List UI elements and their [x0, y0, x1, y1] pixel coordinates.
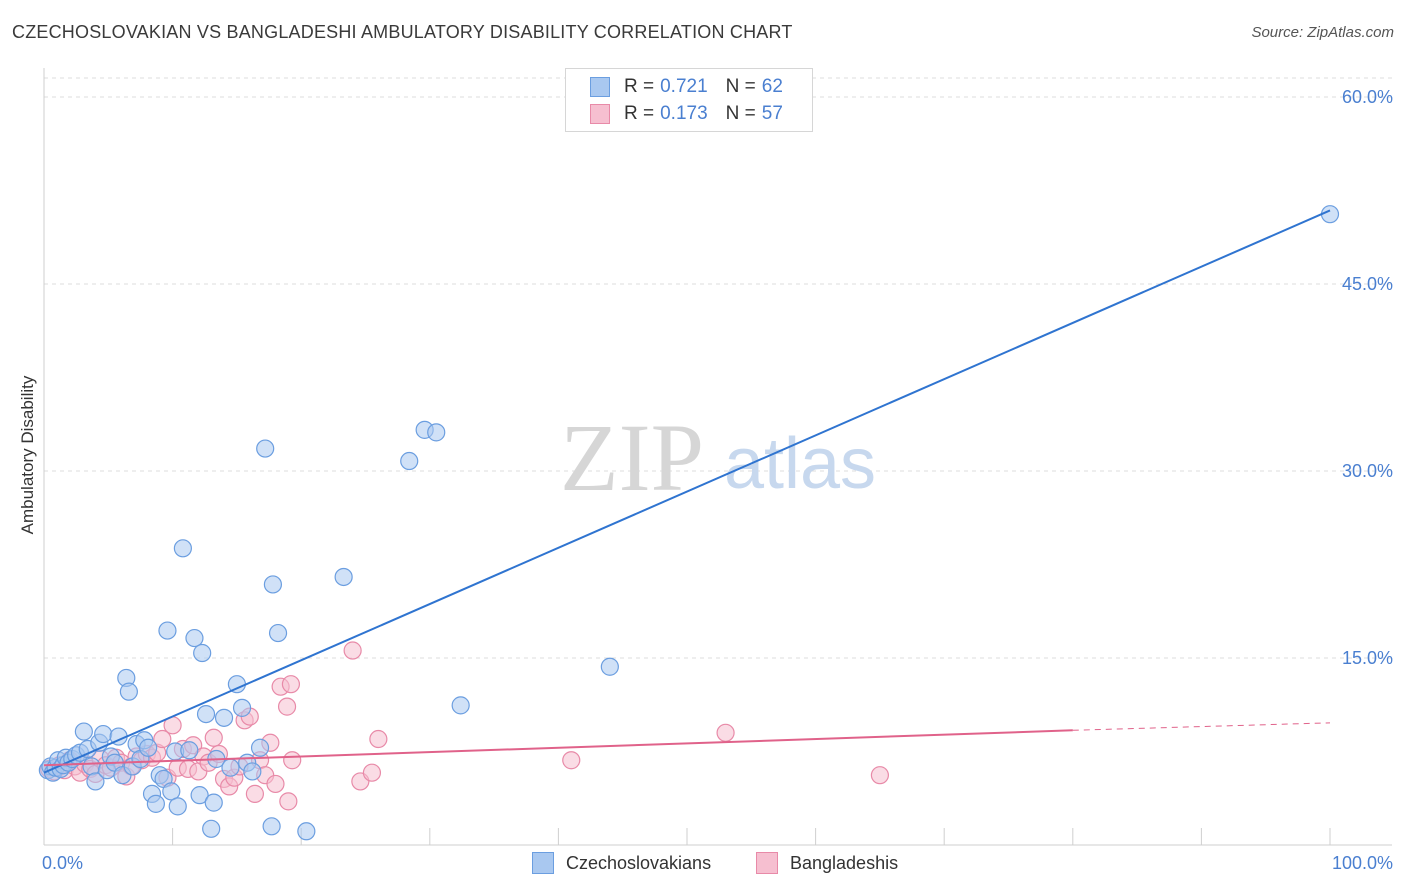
- watermark: ZIP atlas: [560, 404, 876, 511]
- data-point: [262, 817, 281, 836]
- legend-n-label: N =: [725, 103, 756, 124]
- data-point: [153, 729, 172, 749]
- y-tick-label: 30.0%: [1342, 461, 1393, 481]
- data-point: [158, 621, 177, 640]
- series-czechoslovakians: [38, 205, 1340, 841]
- data-point: [204, 728, 223, 747]
- data-point: [362, 763, 382, 782]
- data-point: [600, 657, 619, 676]
- trend-line-bangladeshis-extension: [1072, 722, 1331, 731]
- legend-row-bangladeshis: R = 0.173 N = 57: [590, 102, 783, 126]
- legend-r-value: 0.173: [660, 103, 708, 124]
- data-point: [334, 567, 353, 587]
- data-point: [250, 738, 270, 757]
- bottom-legend-bangladeshis: Bangladeshis: [756, 852, 898, 874]
- data-point: [190, 786, 209, 805]
- data-point: [139, 738, 158, 757]
- data-point: [204, 793, 223, 812]
- bottom-legend-label: Bangladeshis: [790, 852, 899, 873]
- data-point: [369, 729, 388, 749]
- data-point: [451, 696, 470, 715]
- data-point: [146, 794, 165, 813]
- data-point: [74, 722, 93, 741]
- data-point: [232, 698, 252, 717]
- legend-r-label: R =: [624, 103, 655, 124]
- data-point: [400, 451, 419, 471]
- data-point: [562, 751, 581, 770]
- watermark-atlas: atlas: [724, 424, 876, 504]
- legend-swatch-blue: [590, 77, 610, 97]
- legend-n-value: 57: [761, 103, 783, 124]
- bottom-swatch-blue: [532, 852, 554, 874]
- data-point: [427, 423, 446, 442]
- data-point: [245, 784, 265, 803]
- data-point: [180, 741, 199, 760]
- data-point: [268, 623, 288, 643]
- data-point: [94, 724, 113, 744]
- data-point: [716, 723, 735, 742]
- data-point: [193, 643, 212, 663]
- legend-r-value: 0.721: [660, 76, 708, 97]
- data-point: [173, 539, 192, 558]
- y-tick-label: 60.0%: [1342, 87, 1393, 107]
- bottom-legend-czechoslovakians: Czechoslovakians: [532, 852, 711, 874]
- data-point: [119, 682, 138, 701]
- data-point: [221, 758, 240, 777]
- data-point: [196, 704, 216, 724]
- data-point: [202, 819, 221, 838]
- data-point: [243, 762, 262, 781]
- trend-line-czechoslovakians: [43, 209, 1331, 774]
- source-label: Source: ZipAtlas.com: [1251, 24, 1394, 41]
- data-point: [281, 675, 301, 694]
- data-point: [870, 766, 890, 785]
- trend-lines: [43, 209, 1331, 774]
- data-point: [168, 797, 187, 816]
- data-point: [86, 772, 105, 791]
- data-point: [283, 751, 302, 770]
- data-point: [162, 782, 181, 801]
- watermark-zip: ZIP: [560, 404, 704, 511]
- data-point: [279, 792, 298, 811]
- correlation-legend: R = 0.721 N = 62 R = 0.173 N = 57: [565, 68, 813, 132]
- legend-r-label: R =: [624, 76, 655, 97]
- bottom-swatch-pink: [756, 852, 778, 874]
- legend-n-value: 62: [761, 76, 783, 97]
- x-tick-label: 100.0%: [1332, 853, 1393, 873]
- data-point: [185, 628, 204, 648]
- legend-swatch-pink: [590, 104, 610, 124]
- data-point: [266, 774, 285, 794]
- legend-row-czechoslovakians: R = 0.721 N = 62: [590, 75, 783, 99]
- chart-title: CZECHOSLOVAKIAN VS BANGLADESHI AMBULATOR…: [12, 22, 793, 42]
- trend-line-bangladeshis: [43, 729, 1073, 767]
- x-tick-label: 0.0%: [42, 853, 83, 873]
- data-point: [277, 697, 297, 716]
- y-tick-label: 45.0%: [1342, 274, 1393, 294]
- data-point: [297, 822, 316, 841]
- legend-n-label: N =: [725, 76, 756, 97]
- tick-labels: 15.0% 30.0% 45.0% 60.0% 0.0% 100.0%: [42, 87, 1393, 873]
- bottom-legend-label: Czechoslovakians: [566, 852, 712, 873]
- data-point: [1320, 205, 1340, 224]
- data-point: [263, 575, 283, 594]
- data-point: [343, 641, 362, 660]
- data-point: [256, 439, 275, 458]
- data-point: [214, 708, 234, 727]
- y-tick-label: 15.0%: [1342, 648, 1393, 668]
- axes: [43, 68, 1392, 846]
- data-point: [82, 757, 101, 776]
- grid-lines: [44, 77, 1392, 659]
